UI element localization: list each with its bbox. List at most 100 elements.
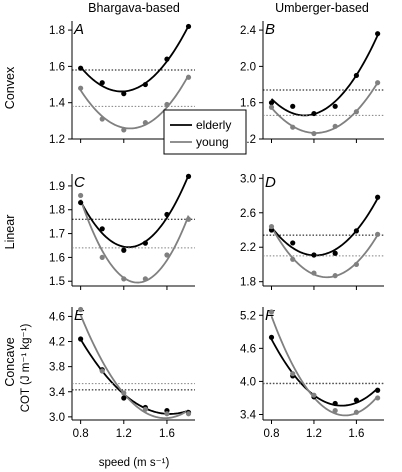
panel-d-young-point-5 <box>375 231 381 237</box>
panel-b-elderly-point-0 <box>268 100 275 106</box>
panel-a-young-fit-curve <box>79 74 190 130</box>
panel-d-ytick-label-1: 2.2 <box>240 242 256 254</box>
panel-e-young-point-5 <box>185 411 192 417</box>
panel-e-ytick-label-0: 3.0 <box>49 412 65 424</box>
panel-f-xtick-label-1: 1.2 <box>306 428 322 440</box>
panel-b-young-point-2 <box>311 130 317 137</box>
panel-f-young-fit-curve <box>270 315 379 417</box>
panel-f-elderly-point-0 <box>268 334 275 340</box>
panel-d-elderly-point-3 <box>332 250 338 256</box>
panel-a-ytick-label-0: 1.2 <box>49 134 65 146</box>
panel-a-young-point-5 <box>185 74 192 80</box>
panel-a-ytick-label-2: 1.6 <box>49 61 65 73</box>
panel-c-ytick-label-4: 1.9 <box>49 181 65 193</box>
panel-d-ytick-label-2: 2.6 <box>240 208 256 220</box>
panel-e-xtick-label-1: 1.2 <box>116 428 132 440</box>
panel-f-young-point-1 <box>290 371 296 377</box>
column-title-bhargava: Bhargava-based <box>88 1 180 15</box>
panel-d-young-point-1 <box>290 256 296 262</box>
panel-e: 3.0 3.4 3.8 4.2 4.6 0.8 1.2 1.6 E <box>49 306 195 440</box>
panel-a-elderly-point-4 <box>164 56 170 62</box>
panel-c-ytick-label-3: 1.8 <box>49 205 65 217</box>
panel-d: 1.8 2.2 2.6 3.0 D <box>240 173 384 290</box>
panel-c-elderly-point-1 <box>99 226 105 232</box>
panel-a-letter: A <box>73 21 84 38</box>
panel-f-young-point-2 <box>311 392 317 398</box>
panel-a-ytick-label-1: 1.4 <box>49 98 66 110</box>
panel-e-ytick-label-2: 3.8 <box>49 362 65 374</box>
panel-b-young-point-5 <box>375 80 381 86</box>
row-label-linear: Linear <box>3 215 17 250</box>
panel-d-elderly-point-1 <box>290 240 296 246</box>
panel-c-young-point-1 <box>99 254 105 261</box>
panel-c-ytick-label-1: 1.6 <box>49 252 65 264</box>
legend-label-elderly: elderly <box>196 118 231 132</box>
panel-b-elderly-point-3 <box>332 103 338 109</box>
panel-b-elderly-point-5 <box>375 31 381 37</box>
panel-a-elderly-point-1 <box>99 80 105 86</box>
panel-c-young-point-3 <box>142 276 148 282</box>
panel-d-young-point-0 <box>268 223 275 230</box>
row-label-convex: Convex <box>3 66 17 109</box>
legend-box <box>163 109 247 155</box>
panel-a-elderly-point-5 <box>185 23 192 30</box>
panel-b-young-point-4 <box>353 109 360 115</box>
panel-b-young-point-3 <box>332 123 338 129</box>
panel-f-ytick-label-2: 4.6 <box>240 343 256 355</box>
panel-f-elderly-point-4 <box>353 397 360 403</box>
panel-b-elderly-point-4 <box>353 72 360 79</box>
panel-f-young-point-3 <box>332 408 338 414</box>
panel-d-elderly-point-4 <box>353 228 360 234</box>
panel-e-young-point-0 <box>78 306 84 313</box>
panel-f-young-point-0 <box>268 309 275 315</box>
panel-f-letter: F <box>265 307 275 324</box>
panel-d-young-point-2 <box>311 270 317 276</box>
panel-e-elderly-fit-curve <box>79 338 189 415</box>
panel-b-ytick-label-2: 2.0 <box>240 61 256 73</box>
row-label-concave: Concave <box>3 337 17 386</box>
panel-c: 1.5 1.6 1.7 1.8 1.9 C <box>49 173 195 290</box>
panel-f-young-point-5 <box>375 395 381 401</box>
panel-a: 1.2 1.4 1.6 1.8 A <box>49 21 195 146</box>
panel-c-ytick-label-2: 1.7 <box>49 229 65 241</box>
panel-b-letter: B <box>265 21 275 38</box>
panel-e-young-fit-curve <box>79 314 190 420</box>
panel-a-elderly-point-0 <box>78 65 84 71</box>
x-axis-title: speed (m s⁻¹) <box>99 457 170 469</box>
panel-d-elderly-point-2 <box>311 252 317 258</box>
panel-a-young-point-3 <box>142 120 148 126</box>
panel-f-elderly-point-3 <box>332 400 338 407</box>
panel-f-xtick-label-0: 0.8 <box>263 428 279 440</box>
y-axis-title: COT (J m⁻¹ kg⁻¹) <box>20 324 32 413</box>
panel-c-young-point-5 <box>185 216 192 222</box>
panel-c-elderly-point-5 <box>185 173 192 179</box>
panel-f-ytick-label-0: 3.4 <box>240 409 257 421</box>
panel-e-ytick-label-3: 4.2 <box>49 337 65 349</box>
panel-a-young-point-0 <box>78 85 84 91</box>
panel-e-letter: E <box>74 307 85 324</box>
panel-b-young-fit-curve <box>270 82 379 134</box>
panel-e-young-point-4 <box>164 411 170 417</box>
panel-e-xtick-label-0: 0.8 <box>73 428 89 440</box>
panel-b-ytick-label-3: 2.4 <box>240 25 257 37</box>
panel-c-young-point-4 <box>164 252 170 258</box>
panel-a-young-point-2 <box>121 127 127 133</box>
panel-d-elderly-point-5 <box>375 194 381 200</box>
panel-c-elderly-point-0 <box>78 199 84 206</box>
panel-f-elderly-point-5 <box>375 387 381 393</box>
panel-f: 3.4 4.0 4.6 5.2 0.8 1.2 1.6 F <box>240 307 384 440</box>
panel-d-ytick-label-3: 3.0 <box>240 173 256 185</box>
panel-a-young-point-4 <box>164 101 170 108</box>
panel-c-letter: C <box>74 174 85 191</box>
panel-c-elderly-point-4 <box>164 211 170 218</box>
panel-e-xtick-label-2: 1.6 <box>159 428 175 440</box>
panel-e-young-point-3 <box>142 406 148 412</box>
panel-e-ytick-label-4: 4.6 <box>49 311 65 323</box>
panel-a-ytick-label-3: 1.8 <box>49 25 65 37</box>
panel-f-young-point-4 <box>353 409 360 415</box>
panel-c-ytick-label-0: 1.5 <box>49 276 65 288</box>
panel-b-young-point-1 <box>290 124 296 130</box>
panel-b-elderly-fit-curve <box>270 34 379 117</box>
panel-e-elderly-point-2 <box>121 395 127 401</box>
